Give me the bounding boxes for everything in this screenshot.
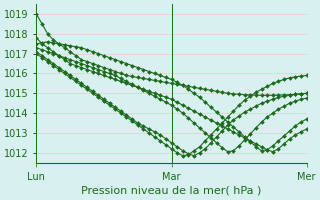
X-axis label: Pression niveau de la mer( hPa ): Pression niveau de la mer( hPa ) (81, 186, 262, 196)
